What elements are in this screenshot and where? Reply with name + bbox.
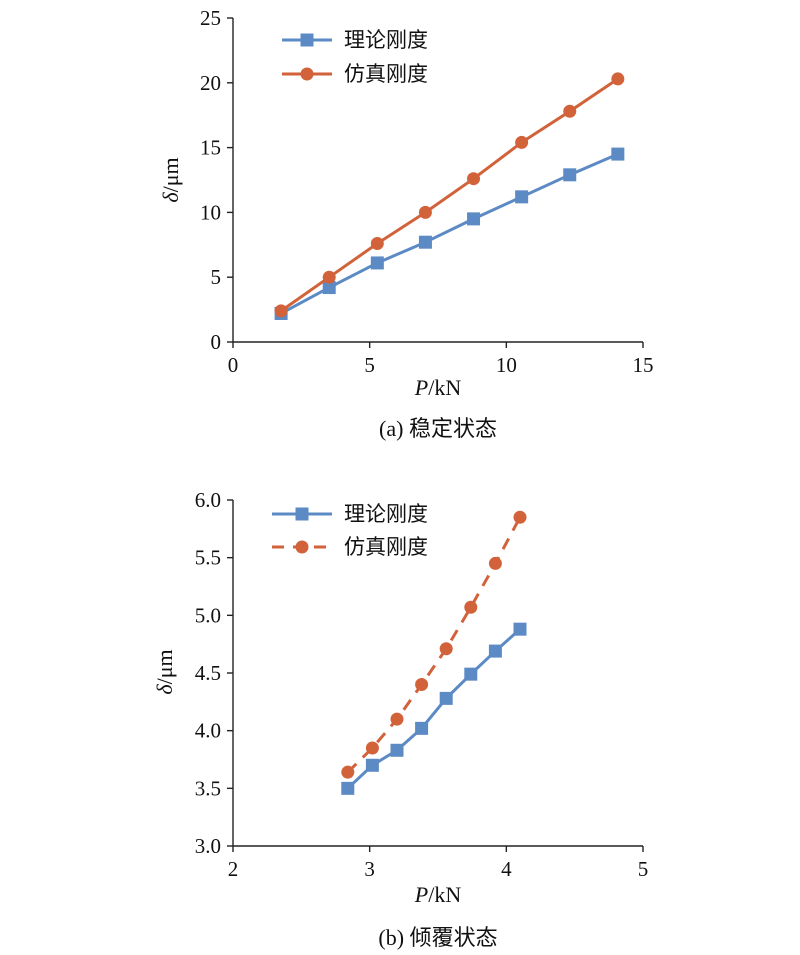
chart-b-sim-line: [346, 516, 522, 774]
chart-b-caption: (b) 倾覆状态: [378, 925, 497, 950]
chart-b-theory-point: [415, 721, 429, 735]
chart-a-theory-point: [418, 235, 432, 249]
chart-b-y-axis-title: δ/μm: [152, 649, 177, 694]
chart-a-legend-label-sim: 仿真刚度: [344, 62, 428, 86]
chart-b-theory-point: [488, 644, 502, 658]
chart-a-x-tick-label: 10: [496, 353, 517, 377]
chart-b-theory-point: [390, 743, 404, 757]
chart-a-axes: 0 5 10 15 20 25 0 5 10 15: [200, 6, 654, 377]
chart-b-sim-point: [415, 678, 429, 692]
chart-a-sim-point: [467, 172, 481, 186]
chart-b-legend-item-sim: 仿真刚度: [272, 535, 428, 559]
chart-b-y-tick-label: 4.0: [195, 719, 221, 743]
chart-a-y-tick-label: 5: [211, 265, 222, 289]
chart-a-sim-point: [515, 135, 529, 149]
chart-a-legend-marker-theory: [300, 33, 314, 47]
chart-b-legend-label-theory: 理论刚度: [344, 502, 428, 526]
chart-a-sim-point: [274, 304, 288, 318]
chart-a-x-tick-label: 0: [228, 353, 239, 377]
chart-a-sim-point: [322, 270, 336, 284]
chart-b-sim-point: [513, 510, 527, 524]
chart-b-y-tick-label: 3.5: [195, 776, 221, 800]
chart-a-sim-point: [370, 237, 384, 251]
chart-b-theory-point: [439, 691, 453, 705]
chart-b-sim-point: [464, 600, 478, 614]
chart-a-y-tick-label: 0: [211, 330, 222, 354]
chart-b-sim-point: [390, 712, 404, 726]
chart-b-series: [341, 510, 527, 795]
chart-b-legend-item-theory: 理论刚度: [272, 502, 428, 526]
chart-a-y-tick-label: 25: [200, 6, 221, 30]
chart-b-y-tick-label: 5.5: [195, 546, 221, 570]
chart-b-y-tick-label: 6.0: [195, 488, 221, 512]
chart-b-theory-point: [365, 758, 379, 772]
chart-b-x-tick-label: 4: [501, 857, 512, 881]
chart-b-sim-point: [439, 642, 453, 656]
chart-a-x-tick-label: 15: [633, 353, 654, 377]
chart-a-series: [274, 72, 625, 320]
chart-a-theory-point: [515, 190, 529, 204]
chart-a-theory-point: [322, 281, 336, 295]
chart-a-theory-point: [370, 256, 384, 270]
chart-a-sim-point: [611, 72, 625, 86]
chart-a-theory-line: [280, 152, 619, 315]
chart-a-legend-item-sim: 仿真刚度: [282, 62, 428, 86]
chart-b-axes: 3.0 3.5 4.0 4.5 5.0 5.5 6.0 2 3 4 5: [195, 488, 649, 881]
chart-b-theory-point: [341, 781, 355, 795]
chart-a-y-axis-title: δ/μm: [158, 157, 183, 202]
chart-b-sim-point: [341, 765, 355, 779]
chart-b-x-axis-title: P/kN: [414, 882, 462, 907]
chart-b-theory-point: [513, 622, 527, 636]
chart-a-caption: (a) 稳定状态: [379, 416, 497, 441]
chart-a-theory-point: [467, 212, 481, 226]
chart-b-sim-point: [488, 556, 502, 570]
chart-a-y-tick-label: 20: [200, 71, 221, 95]
chart-b-theory-point: [464, 667, 478, 681]
chart-b-x-tick-label: 2: [228, 857, 239, 881]
chart-a-sim-line: [280, 77, 619, 313]
chart-b-legend-label-sim: 仿真刚度: [344, 535, 428, 559]
chart-a-legend-marker-sim: [300, 67, 314, 81]
chart-a-sim-point: [563, 104, 577, 118]
chart-b-y-tick-label: 4.5: [195, 661, 221, 685]
chart-a-sim-point: [418, 205, 432, 219]
chart-a-x-tick-label: 5: [364, 353, 375, 377]
chart-b-x-tick-label: 3: [364, 857, 375, 881]
chart-a-y-tick-label: 15: [200, 136, 221, 160]
chart-a-y-tick-label: 10: [200, 200, 221, 224]
chart-b-legend-marker-sim: [295, 540, 309, 554]
chart-b-legend-marker-theory: [295, 507, 309, 521]
chart-a-theory-point: [611, 147, 625, 161]
chart-b-sim-point: [365, 741, 379, 755]
chart-a-legend-item-theory: 理论刚度: [282, 28, 428, 52]
chart-a-x-axis-title: P/kN: [414, 375, 462, 400]
chart-b-y-tick-label: 3.0: [195, 834, 221, 858]
chart-a-legend-label-theory: 理论刚度: [344, 28, 428, 52]
chart-b-y-tick-label: 5.0: [195, 603, 221, 627]
chart-a-theory-point: [563, 168, 577, 182]
chart-b-x-tick-label: 5: [638, 857, 649, 881]
